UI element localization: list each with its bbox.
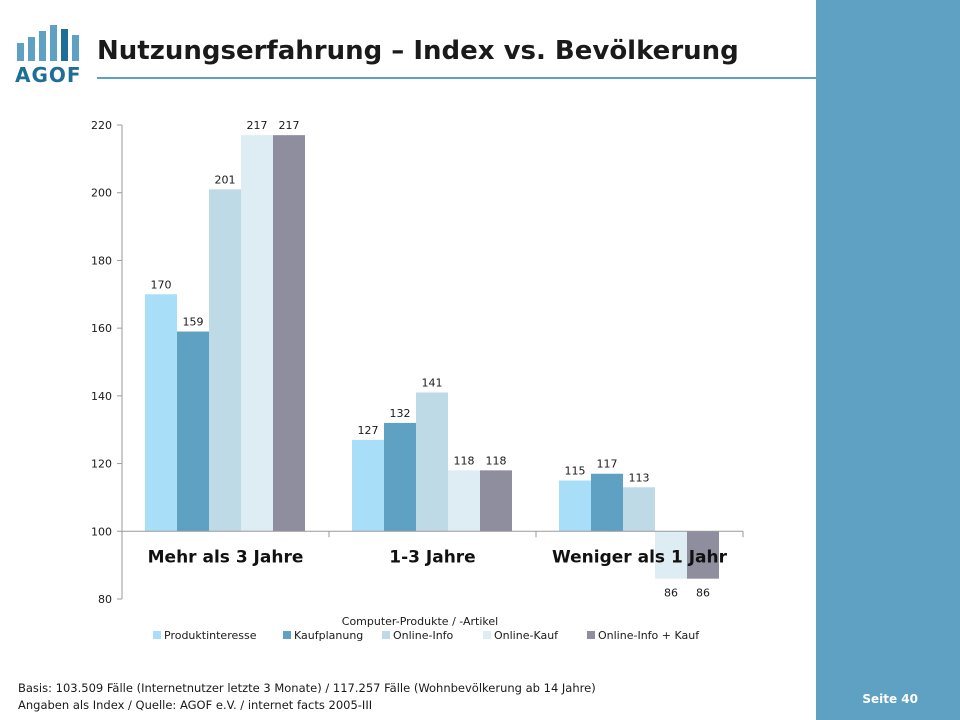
data-label: 86 — [664, 587, 678, 600]
bar — [655, 531, 687, 579]
footnote-basis: Basis: 103.509 Fälle (Internetnutzer let… — [18, 681, 596, 695]
bar — [591, 473, 623, 532]
data-label: 201 — [215, 173, 236, 186]
data-label: 141 — [422, 376, 443, 389]
y-tick-label: 200 — [91, 187, 112, 200]
bar — [273, 135, 305, 532]
bar — [480, 470, 512, 532]
legend-label: Online-Info + Kauf — [598, 629, 700, 642]
category-label: 1-3 Jahre — [389, 547, 475, 567]
legend-label: Produktinteresse — [164, 629, 257, 642]
footnote: Basis: 103.509 Fälle (Internetnutzer let… — [18, 680, 596, 714]
category-label: Mehr als 3 Jahre — [148, 547, 304, 567]
y-tick-label: 140 — [91, 390, 112, 403]
legend-swatch — [283, 631, 291, 639]
data-label: 159 — [183, 316, 204, 329]
category-label: Weniger als 1 Jahr — [552, 547, 728, 567]
y-tick-label: 220 — [91, 119, 112, 132]
data-label: 118 — [486, 454, 507, 467]
bar — [448, 470, 480, 532]
bar — [352, 439, 384, 532]
y-tick-label: 160 — [91, 322, 112, 335]
data-label: 113 — [629, 471, 650, 484]
legend-label: Online-Info — [393, 629, 454, 642]
data-label: 170 — [151, 278, 172, 291]
logo-text: AGOF — [15, 63, 82, 87]
data-label: 117 — [597, 458, 618, 471]
legend-swatch — [382, 631, 390, 639]
data-label: 115 — [565, 465, 586, 478]
footnote-source: Angaben als Index / Quelle: AGOF e.V. / … — [18, 698, 373, 712]
legend-label: Online-Kauf — [494, 629, 559, 642]
y-tick-label: 80 — [98, 593, 112, 606]
bar — [177, 331, 209, 532]
legend-swatch — [153, 631, 161, 639]
data-label: 132 — [390, 407, 411, 420]
data-label: 127 — [358, 424, 379, 437]
bar — [145, 294, 177, 532]
bar — [559, 480, 591, 532]
legend-label: Kaufplanung — [294, 629, 363, 642]
legend-swatch — [483, 631, 491, 639]
title-divider — [97, 77, 816, 79]
agof-logo: AGOF — [15, 25, 82, 87]
bar — [416, 392, 448, 532]
right-sidebar — [816, 0, 960, 720]
y-tick-label: 180 — [91, 254, 112, 267]
bar — [384, 422, 416, 532]
bar — [241, 135, 273, 532]
bar-chart: 80 100 120 140 160 180 200 220 170 159 201 217 217 12… — [91, 119, 744, 642]
x-axis-title: Computer-Produkte / -Artikel — [342, 615, 498, 628]
bar — [623, 487, 655, 532]
page-number: Seite 40 — [862, 692, 918, 706]
legend-swatch — [587, 631, 595, 639]
data-label: 217 — [247, 119, 268, 132]
y-tick-label: 120 — [91, 458, 112, 471]
y-tick-label: 100 — [91, 525, 112, 538]
data-label: 217 — [279, 119, 300, 132]
bar — [209, 189, 241, 532]
bar — [687, 531, 719, 579]
data-label: 118 — [454, 454, 475, 467]
page-title: Nutzungserfahrung – Index vs. Bevölkerun… — [97, 36, 739, 66]
data-label: 86 — [696, 587, 710, 600]
logo-bars-icon — [17, 25, 79, 61]
